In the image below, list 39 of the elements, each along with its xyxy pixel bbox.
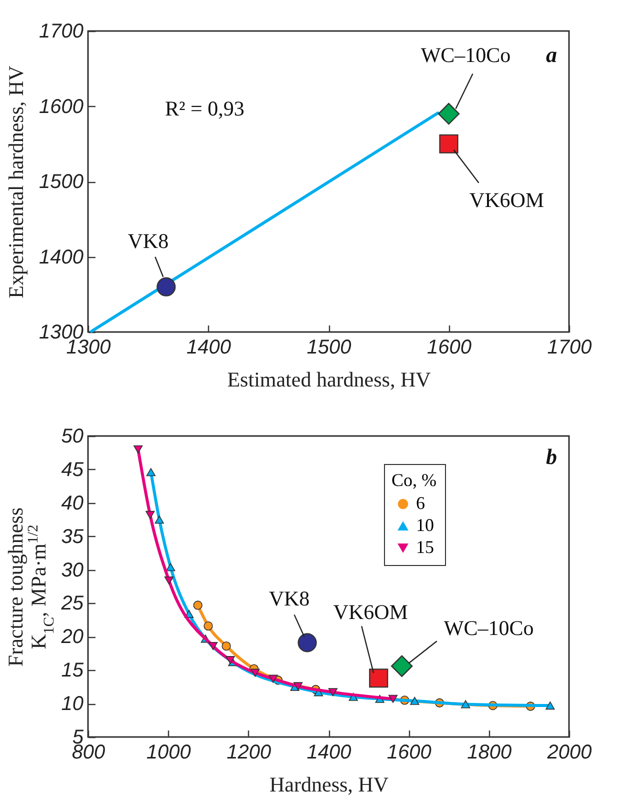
y-tick-label: 50 (61, 426, 84, 448)
y-tick-label: 1500 (39, 171, 84, 193)
x-tick-label: 2000 (546, 742, 592, 764)
series-label: WC–10Co (444, 616, 534, 640)
x-tick-label: 1600 (427, 336, 472, 358)
x-tick-label: 1000 (146, 742, 191, 764)
annotation: R² = 0,93 (164, 96, 244, 120)
y-tick-label: 45 (61, 458, 84, 481)
y-tick-label: 30 (61, 559, 84, 582)
y-tick-label: 25 (60, 592, 84, 615)
x-tick-label: 1700 (547, 336, 592, 358)
x-tick-label: 1400 (186, 336, 231, 358)
x-tick-label: 1500 (306, 336, 352, 358)
x-tick-label: 1400 (306, 742, 352, 764)
legend-label: 15 (416, 537, 434, 557)
y-tick-label: 1600 (39, 96, 84, 118)
y-tick-label: 35 (61, 526, 84, 548)
y-tick-label: 20 (60, 626, 84, 648)
y-tick-label: 1400 (39, 246, 84, 268)
x-axis-title: Hardness, HV (270, 772, 388, 796)
legend-label: 10 (416, 515, 434, 535)
legend-label: 6 (416, 493, 425, 513)
y-tick-label: 1700 (39, 20, 84, 42)
series-label: VK8 (128, 228, 169, 253)
legend-title: Co, % (392, 470, 437, 490)
text: WC–10Co (420, 42, 511, 67)
x-axis-title: Estimated hardness, HV (227, 368, 431, 392)
annotation: b (546, 444, 557, 470)
x-tick-label: 1800 (467, 742, 512, 764)
y-tick-label: 40 (61, 492, 84, 514)
x-tick-label: 1600 (386, 742, 432, 764)
y-tick-label: 10 (61, 693, 84, 716)
x-tick-label: 1200 (226, 742, 272, 764)
series-label: VK8 (268, 586, 310, 611)
series-label: VK6OM (469, 188, 544, 212)
annotation: a (546, 42, 557, 68)
y-axis-title: Experimental hardness, HV (4, 66, 28, 298)
text: VK6OM (333, 600, 408, 624)
y-tick-label: 15 (61, 660, 84, 682)
